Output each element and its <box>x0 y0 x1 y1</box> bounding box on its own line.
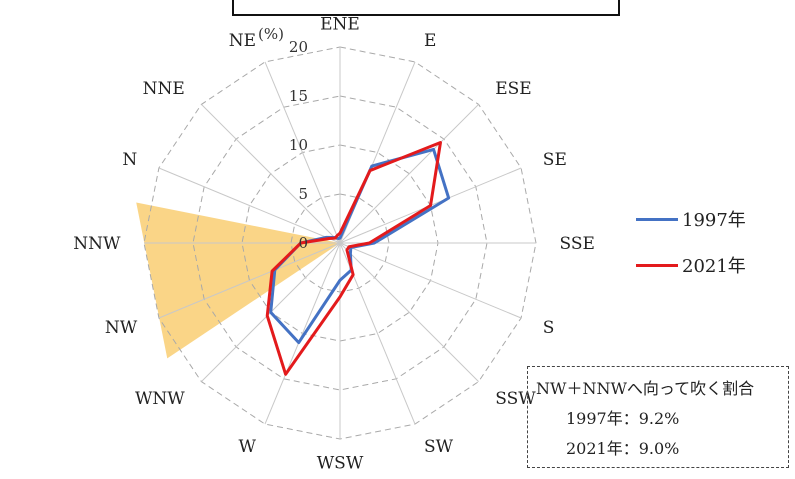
direction-label-w: W <box>239 437 257 457</box>
legend-label-1997: 1997年 <box>682 210 746 231</box>
r-tick-label-5: 5 <box>298 185 308 203</box>
series-layer <box>265 141 451 376</box>
direction-label-ssw: SSW <box>495 389 536 409</box>
highlight-sector-nw-nnw <box>136 202 340 359</box>
grid-ring-15 <box>192 95 488 391</box>
direction-label-nnw: NNW <box>73 234 121 254</box>
direction-label-sse: SSE <box>560 234 595 254</box>
series-line-2021 <box>265 141 442 376</box>
direction-label-nne: NNE <box>143 79 185 99</box>
spoke-ssw <box>339 242 479 382</box>
legend-label-2021: 2021年 <box>682 256 746 277</box>
legend-swatch-2021 <box>636 263 678 267</box>
direction-label-nw: NW <box>105 318 138 338</box>
legend-swatch-1997 <box>636 217 678 221</box>
spoke-nne <box>201 104 341 244</box>
r-tick-label-20: 20 <box>289 38 308 56</box>
grid-layer <box>143 46 537 440</box>
r-tick-label-0: 0 <box>298 234 308 252</box>
legend: 1997年 2021年 <box>636 206 746 298</box>
note-line-1997: 1997年：9.2% <box>566 409 680 428</box>
r-tick-label-10: 10 <box>289 136 308 154</box>
spoke-ese <box>339 104 479 244</box>
spoke-n <box>158 167 341 244</box>
spoke-w <box>264 242 341 425</box>
spoke-s <box>339 242 522 319</box>
direction-label-s: S <box>543 318 555 338</box>
spoke-ne <box>264 61 341 244</box>
direction-label-n: N <box>122 150 137 170</box>
direction-label-ese: ESE <box>495 79 531 99</box>
direction-label-sw: SW <box>424 437 454 457</box>
unit-label: (%) <box>258 25 284 43</box>
direction-label-wsw: WSW <box>317 454 364 474</box>
chart-title-box <box>232 0 620 16</box>
note-title: NW＋NNWへ向って吹く割合 <box>536 379 755 398</box>
legend-item-2021: 2021年 <box>636 252 746 278</box>
note-box: NW＋NNWへ向って吹く割合 1997年：9.2% 2021年：9.0% <box>527 366 789 468</box>
direction-label-ene: ENE <box>320 14 360 34</box>
highlight-layer <box>136 202 340 359</box>
direction-label-e: E <box>424 31 436 51</box>
legend-item-1997: 1997年 <box>636 206 746 232</box>
r-tick-label-15: 15 <box>289 87 308 105</box>
direction-label-wnw: WNW <box>135 389 185 409</box>
direction-label-ne: NE <box>229 31 256 51</box>
direction-label-se: SE <box>543 150 567 170</box>
note-line-2021: 2021年：9.0% <box>566 439 680 458</box>
spoke-nw <box>158 242 341 319</box>
